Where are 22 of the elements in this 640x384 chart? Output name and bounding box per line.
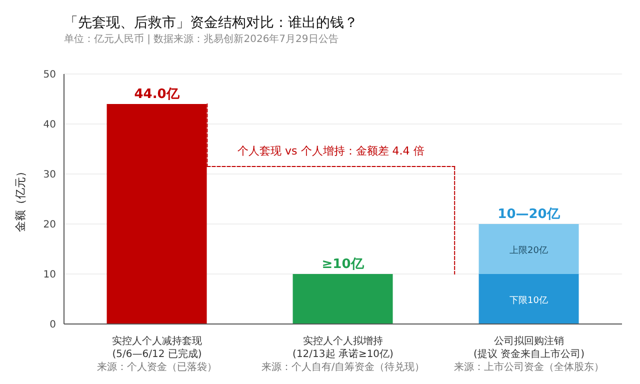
y-tick-label: 0 xyxy=(50,320,56,331)
y-tick-label: 40 xyxy=(43,120,56,131)
data-label: 下限10亿 xyxy=(510,295,548,306)
data-label: 上限20亿 xyxy=(510,245,548,256)
bar xyxy=(478,274,579,324)
x-tick-label: 公司拟回购注销 (提议 资金来自上市公司) 来源：上市公司资金（全体股东） xyxy=(454,335,604,373)
chart-subtitle: 单位：亿元人民币 | 数据来源：兆易创新2026年7月29日公告 xyxy=(64,32,340,46)
y-tick-label: 10 xyxy=(43,270,56,281)
y-axis-title: 金额（亿元） xyxy=(14,166,27,232)
x-tick-label: 实控人个人减持套现 (5/6—6/12 已完成) 来源：个人资金（已落袋） xyxy=(97,335,217,373)
y-tick-label: 20 xyxy=(43,220,56,231)
bar xyxy=(292,274,393,324)
total-label: 44.0亿 xyxy=(134,87,180,102)
bar xyxy=(478,224,579,274)
bar xyxy=(106,104,207,324)
annotation: 个人套现 vs 个人增持：金额差 4.4 倍 xyxy=(238,144,424,158)
y-tick-label: 50 xyxy=(43,70,56,81)
total-label: ≥10亿 xyxy=(322,257,365,272)
x-tick-label: 实控人个人拟增持 (12/13起 承诺≥10亿) 来源：个人自有/自筹资金（待兑现） xyxy=(261,335,425,373)
chart-title: 「先套现、后救市」资金结构对比：谁出的钱？ xyxy=(64,14,359,32)
y-tick-label: 30 xyxy=(43,170,56,181)
total-label: 10—20亿 xyxy=(498,207,561,222)
